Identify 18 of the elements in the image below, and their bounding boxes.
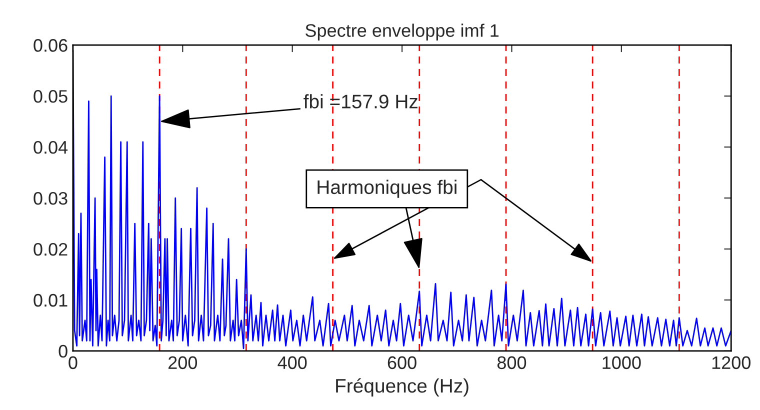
y-tick-label: 0.06 — [34, 39, 68, 52]
x-tick-label: 0 — [68, 356, 78, 370]
y-tick-label: 0.04 — [34, 140, 68, 154]
y-tick-label: 0.02 — [34, 242, 68, 256]
annotation: Harmoniques fbi — [318, 180, 456, 198]
x-tick-label: 600 — [388, 356, 416, 370]
y-tick-label: 0.05 — [34, 90, 68, 103]
x-tick-label: 200 — [168, 356, 198, 370]
x-tick-label: 1200 — [712, 356, 750, 370]
x-axis-title: Fréquence (Hz) — [336, 378, 468, 397]
chart-title: Spectre enveloppe imf 1 — [306, 24, 499, 41]
y-tick-label: 0.03 — [34, 192, 68, 205]
x-tick-label: 1000 — [602, 356, 641, 370]
x-tick-label: 800 — [497, 356, 526, 370]
y-tick-label: 0.01 — [34, 294, 68, 307]
annotation: fbi =157.9 Hz — [304, 94, 418, 108]
y-tick-label: 0 — [58, 344, 68, 358]
x-tick-label: 400 — [278, 356, 307, 370]
